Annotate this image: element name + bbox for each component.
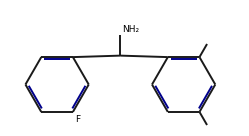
- Text: F: F: [75, 115, 80, 124]
- Text: NH₂: NH₂: [122, 25, 139, 34]
